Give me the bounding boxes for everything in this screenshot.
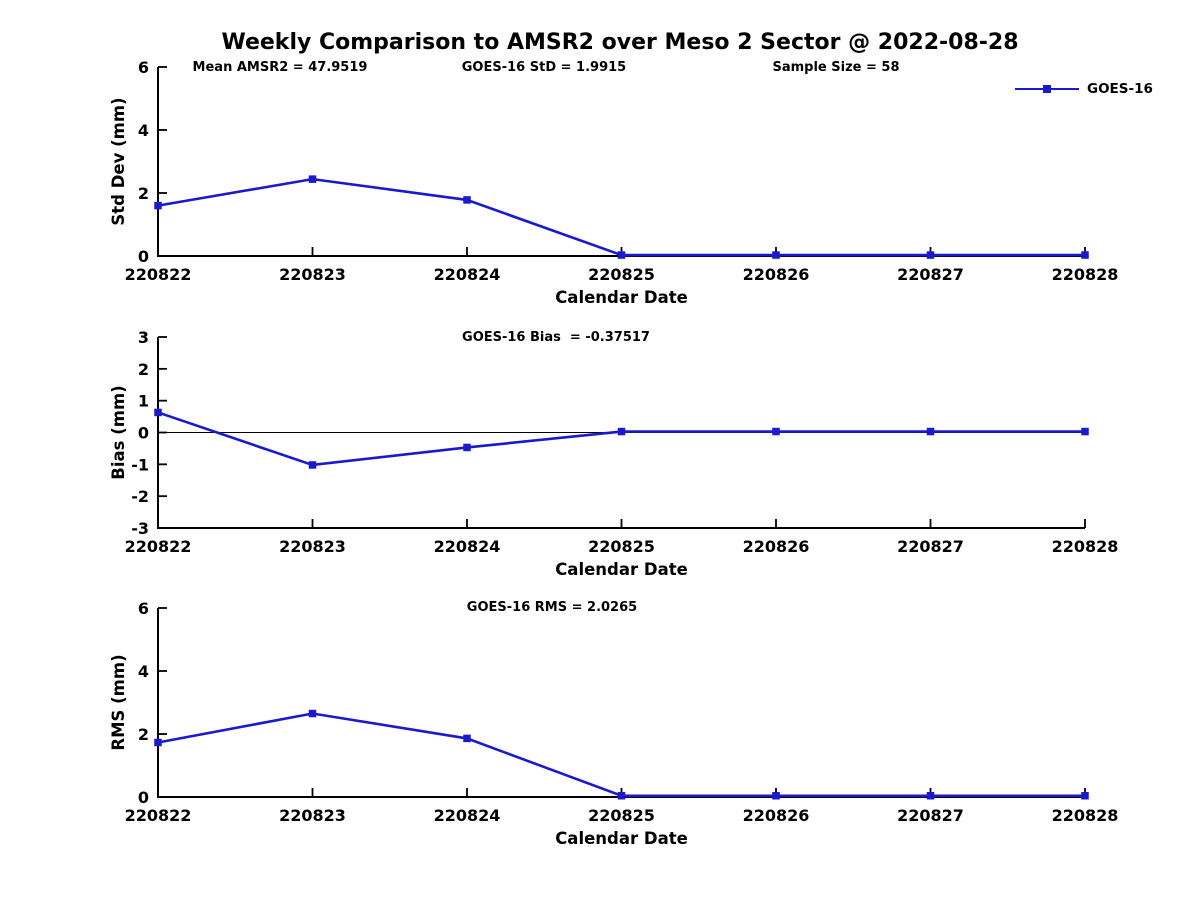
axis-spines [157, 608, 1085, 798]
data-point [1081, 251, 1089, 259]
data-point [308, 461, 317, 469]
legend-label: GOES-16 [1087, 81, 1153, 97]
data-point [926, 791, 935, 800]
data-point [154, 408, 162, 417]
data-point [463, 443, 471, 452]
y-tick-label: 0 [138, 247, 149, 266]
x-tick-label: 220826 [743, 537, 810, 556]
legend: GOES-16 [1015, 81, 1153, 97]
x-axis-label: Calendar Date [555, 829, 688, 848]
y-tick-label: 3 [138, 328, 149, 347]
subplot-rms: 0 2 4 6 220822 220823 220824 220825 220826 220827… [109, 599, 1118, 848]
data-point [308, 709, 317, 718]
y-tick-label: 4 [138, 121, 149, 140]
data-point [772, 791, 780, 800]
data-point [154, 201, 162, 210]
x-tick-label: 220826 [743, 806, 810, 825]
y-tick-label: -1 [131, 455, 149, 474]
x-tick-label: 220825 [588, 537, 655, 556]
annotation-goes16-std: GOES-16 StD = 1.9915 [461, 60, 627, 75]
figure-title: Weekly Comparison to AMSR2 over Meso 2 S… [221, 30, 1019, 55]
y-tick-label: 4 [138, 662, 149, 681]
x-tick-label: 220826 [743, 265, 810, 284]
y-tick-label: 0 [138, 788, 149, 807]
x-tick-label: 220828 [1052, 537, 1119, 556]
x-tick-label: 220823 [279, 806, 346, 825]
series-line-goes16 [157, 177, 1085, 257]
legend-line-sample [1015, 85, 1079, 93]
data-point [772, 427, 780, 436]
x-axis-label: Calendar Date [555, 560, 688, 579]
subplot-std-dev: 0 2 4 6 220822 220823 220824 220825 220826 220827… [109, 58, 1118, 307]
data-point [926, 251, 935, 259]
y-tick-label: 2 [138, 184, 149, 203]
x-tick-label: 220828 [1052, 265, 1119, 284]
series-line-goes16 [157, 411, 1085, 467]
data-point [463, 734, 471, 743]
y-tick-label: 6 [138, 599, 149, 618]
data-point [617, 251, 626, 259]
x-tick-label: 220825 [588, 265, 655, 284]
x-tick-label: 220824 [434, 265, 501, 284]
y-axis-label: Bias (mm) [109, 385, 128, 479]
data-point [154, 738, 162, 747]
annotation-mean-amsr2: Mean AMSR2 = 47.9519 [192, 60, 368, 75]
y-tick-label: 2 [138, 725, 149, 744]
x-tick-label: 220827 [897, 537, 964, 556]
y-tick-label: 2 [138, 360, 149, 379]
y-axis-label: RMS (mm) [109, 654, 128, 750]
data-point [926, 427, 935, 436]
data-point [617, 791, 626, 800]
axis-spines [157, 67, 1085, 257]
x-tick-label: 220824 [434, 537, 501, 556]
x-tick-label: 220823 [279, 537, 346, 556]
x-tick-label: 220822 [125, 537, 192, 556]
x-tick-label: 220828 [1052, 806, 1119, 825]
x-tick-label: 220825 [588, 806, 655, 825]
annotation-goes16-rms: GOES-16 RMS = 2.0265 [466, 600, 638, 615]
y-tick-label: 6 [138, 58, 149, 77]
x-tick-label: 220823 [279, 265, 346, 284]
data-point [308, 175, 317, 183]
x-tick-label: 220822 [125, 265, 192, 284]
subplot-bias: -3 -2 -1 0 1 2 3 220822 220823 220824 220825 220826… [109, 328, 1118, 579]
y-tick-label: -2 [131, 487, 149, 506]
data-point [463, 196, 471, 204]
x-tick-label: 220822 [125, 806, 192, 825]
data-point [1081, 791, 1089, 800]
x-tick-label: 220827 [897, 806, 964, 825]
annotation-goes16-bias: GOES-16 Bias = -0.37517 [462, 330, 650, 345]
y-tick-label: 0 [138, 424, 149, 443]
data-point [617, 427, 626, 436]
y-axis-label: Std Dev (mm) [109, 97, 128, 225]
y-tick-label: 1 [138, 392, 149, 411]
y-tick-label: -3 [131, 519, 149, 538]
legend-square-marker-icon [1043, 85, 1051, 93]
series-line-goes16 [157, 712, 1085, 798]
data-point [1081, 427, 1089, 436]
x-tick-label: 220827 [897, 265, 964, 284]
annotation-sample-size: Sample Size = 58 [772, 60, 900, 75]
x-axis-label: Calendar Date [555, 288, 688, 307]
data-point [772, 251, 780, 259]
x-tick-label: 220824 [434, 806, 501, 825]
